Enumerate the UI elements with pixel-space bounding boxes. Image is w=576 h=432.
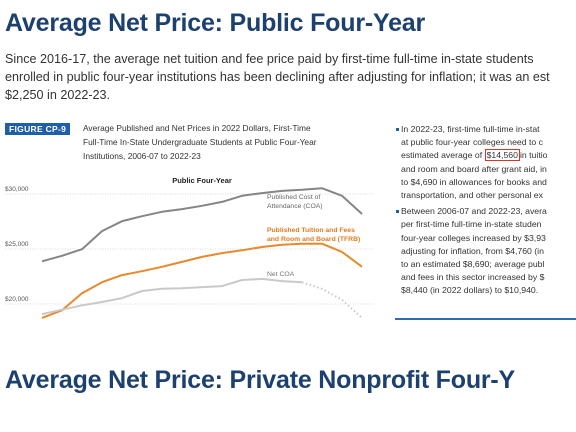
section-title: Average Net Price: Private Nonprofit Fou… <box>5 366 516 394</box>
bullet-line: at public four-year colleges need to c <box>401 137 543 148</box>
series-line <box>41 187 363 263</box>
chart: Public Four-Year $20,000 $25,000 $30,000 <box>5 176 375 319</box>
divider <box>395 318 576 320</box>
bullet-line: per first-time full-time in-state studen <box>401 219 542 230</box>
bullet-marker <box>396 210 399 214</box>
text-run: in tuitio <box>519 150 548 161</box>
y-tick-label: $20,000 <box>5 296 29 303</box>
intro-line: $2,250 in 2022-23. <box>5 88 111 102</box>
bullet-line: and room and board after grant aid, in <box>401 163 547 174</box>
section-title: Average Net Price: Public Four-Year <box>5 9 426 37</box>
bullet-line: transportation, and other personal ex <box>401 190 543 200</box>
highlighted-amount: $14,560 <box>484 149 520 162</box>
bullet-line: Between 2006-07 and 2022-23, avera <box>401 206 547 217</box>
bullet-marker <box>396 128 399 131</box>
series-line <box>301 281 363 319</box>
bullet-line: $8,440 (in 2022 dollars) to $10,940. <box>401 285 539 296</box>
series-label: Published Tuition and Fees and Room and … <box>267 227 361 243</box>
figure-label: FIGURE CP-9 <box>5 123 71 135</box>
series-line <box>41 242 363 319</box>
bullet-line: and fees in this sector increased by $ <box>401 272 545 283</box>
bullet-line: to $4,690 in allowances for books and <box>401 176 547 187</box>
intro-line: enrolled in public four-year institution… <box>5 70 550 84</box>
figure-caption: Full-Time In-State Undergraduate Student… <box>83 137 317 147</box>
figure-caption: Average Published and Net Prices in 2022… <box>83 123 311 133</box>
text-run: estimated average of <box>401 150 483 161</box>
bullet-line: four-year colleges increased by $3,93 <box>401 232 546 243</box>
figure-caption: Institutions, 2006-07 to 2022-23 <box>83 151 201 161</box>
y-tick-label: $25,000 <box>5 241 29 248</box>
bullet-line: In 2022-23, first-time full-time in-stat <box>401 124 540 134</box>
series-line <box>41 277 303 316</box>
y-tick-label: $30,000 <box>5 186 29 193</box>
series-label: Net COA <box>267 271 295 278</box>
series-label: Published Cost of Attendance (COA) <box>267 194 323 210</box>
intro-line: Since 2016-17, the average net tuition a… <box>5 52 534 66</box>
bullet-line: to an estimated $8,690; average publ <box>401 259 545 269</box>
bullet-line: adjusting for inflation, from $4,760 (in <box>401 245 544 256</box>
chart-title: Public Four-Year <box>172 176 232 185</box>
bullet-line: estimated average of $14,560 in tuitio <box>401 149 548 162</box>
